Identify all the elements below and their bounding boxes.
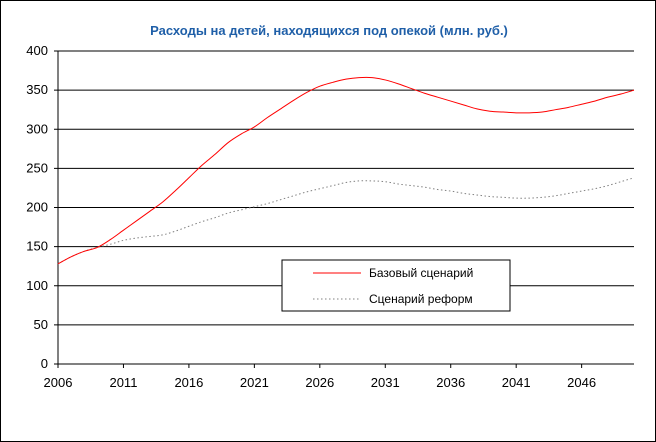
x-tick-label: 2021 <box>240 375 269 390</box>
series-line-base <box>57 76 635 265</box>
legend: Базовый сценарий Сценарий реформ <box>281 259 511 312</box>
series-lines <box>57 76 635 265</box>
x-tick-label: 2031 <box>371 375 400 390</box>
y-tick-label: 100 <box>26 278 48 293</box>
x-axis-ticks: 2006 2011 2016 2021 2026 2031 2036 2041 2046 <box>44 364 596 390</box>
legend-label-base: Базовый сценарий <box>369 266 473 280</box>
y-tick-label: 50 <box>34 317 48 332</box>
x-tick-label: 2016 <box>174 375 203 390</box>
legend-label-reform: Сценарий реформ <box>369 292 473 306</box>
y-tick-label: 350 <box>26 82 48 97</box>
y-tick-label: 0 <box>41 356 48 371</box>
y-axis-ticks: 0 50 100 150 200 250 300 350 400 <box>26 43 58 371</box>
y-tick-label: 250 <box>26 160 48 175</box>
x-tick-label: 2006 <box>44 375 73 390</box>
y-tick-label: 400 <box>26 43 48 58</box>
series-line-reform <box>57 177 635 265</box>
y-tick-label: 150 <box>26 239 48 254</box>
legend-box <box>281 259 511 312</box>
x-tick-label: 2036 <box>436 375 465 390</box>
x-tick-label: 2026 <box>305 375 334 390</box>
x-tick-label: 2041 <box>502 375 531 390</box>
chart-title: Расходы на детей, находящихся под опекой… <box>150 23 508 38</box>
y-tick-label: 200 <box>26 200 48 215</box>
x-tick-label: 2046 <box>567 375 596 390</box>
x-tick-label: 2011 <box>109 375 137 390</box>
y-tick-label: 300 <box>26 121 48 136</box>
gridlines <box>58 50 634 326</box>
